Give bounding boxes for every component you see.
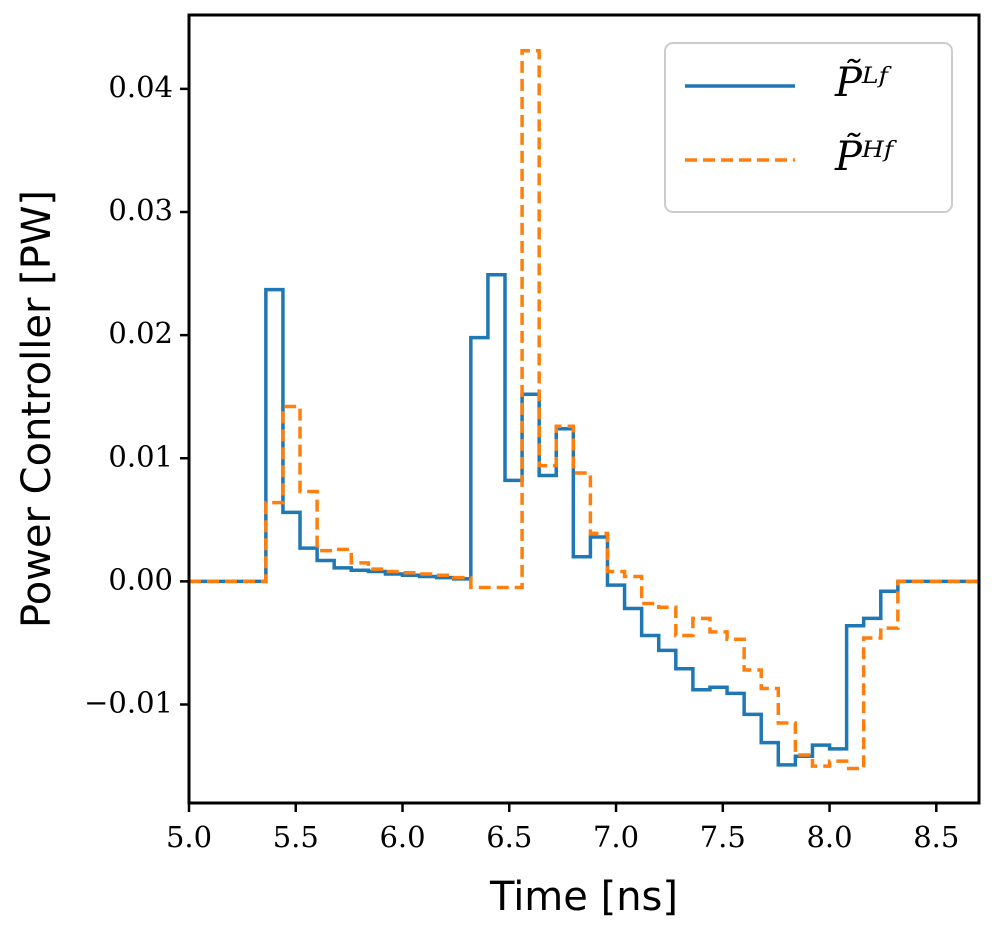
y-tick-label: 0.01 (108, 439, 173, 473)
y-axis-label: Power Controller [PW] (14, 190, 60, 628)
y-tick-label: 0.04 (108, 70, 173, 104)
legend-label: P̃ᴸᶠ (834, 59, 893, 106)
series-line (189, 273, 979, 767)
x-tick-label: 6.5 (486, 820, 532, 854)
x-tick-label: 5.5 (273, 820, 319, 854)
x-tick-label: 7.0 (593, 820, 639, 854)
y-tick-label: 0.02 (108, 316, 173, 350)
x-tick-label: 7.5 (700, 820, 746, 854)
legend-label: P̃ᴴᶠ (834, 133, 898, 180)
x-tick-label: 8.0 (806, 820, 852, 854)
x-tick-label: 6.0 (379, 820, 425, 854)
x-tick-label: 5.0 (166, 820, 212, 854)
x-axis-label: Time [ns] (489, 874, 678, 920)
series-line (189, 48, 979, 771)
y-tick-label: 0.00 (108, 562, 173, 596)
x-tick-label: 8.5 (913, 820, 959, 854)
y-tick-label: −0.01 (84, 686, 173, 720)
y-tick-label: 0.03 (108, 193, 173, 227)
legend-box (664, 42, 953, 213)
plot-frame (187, 13, 981, 805)
